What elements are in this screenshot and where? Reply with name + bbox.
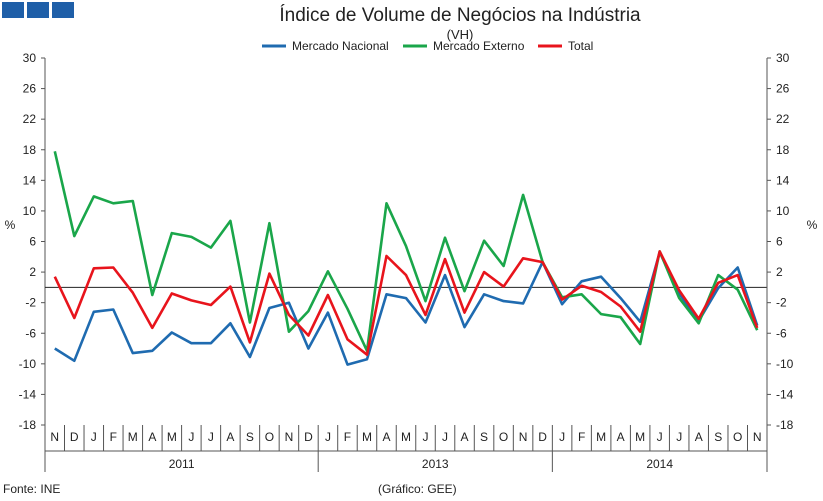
y-tick-label-left: 14 [23, 173, 37, 187]
x-tick-label: S [246, 430, 254, 444]
x-tick-label: M [167, 430, 177, 444]
x-tick-label: A [461, 430, 469, 444]
y-tick-label-right: 6 [776, 235, 783, 249]
legend: Mercado Nacional Mercado Externo Total [262, 39, 593, 53]
line-chart: Mercado Nacional Mercado Externo Total 30 2… [5, 39, 818, 472]
y-tick-label-left: 30 [23, 51, 37, 65]
x-tick-label: J [442, 430, 448, 444]
x-tick-label: S [480, 430, 488, 444]
y-axis-label-left: % [5, 218, 16, 232]
x-tick-label: D [304, 430, 313, 444]
x-tick-label: O [499, 430, 508, 444]
logo-box-1 [2, 2, 24, 18]
credit-note: (Gráfico: GEE) [378, 482, 457, 496]
x-tick-label: F [110, 430, 117, 444]
x-tick-label: J [325, 430, 331, 444]
y-axis-left: 30 26 22 18 14 10 6 2 -2 -6 -10 -14 -18 [19, 51, 767, 472]
x-tick-label: F [578, 430, 585, 444]
x-tick-label: M [635, 430, 645, 444]
x-tick-label: J [657, 430, 663, 444]
y-tick-label-right: 22 [776, 112, 790, 126]
y-tick-label-right: 26 [776, 82, 790, 96]
series-line-mercado-externo [53, 151, 759, 353]
y-tick-label-right: -18 [776, 418, 794, 432]
x-tick-label: N [753, 430, 762, 444]
x-tick-label: J [188, 430, 194, 444]
y-tick-label-right: 18 [776, 143, 790, 157]
x-tick-label: A [226, 430, 234, 444]
x-tick-label: M [596, 430, 606, 444]
y-tick-label-right: -10 [776, 357, 794, 371]
year-label: 2011 [169, 457, 195, 471]
series-lines [53, 151, 759, 366]
x-tick-label: M [128, 430, 138, 444]
x-tick-label: N [50, 430, 59, 444]
series-line-mercado-nacional [54, 250, 759, 366]
y-tick-label-right: -14 [776, 387, 794, 401]
y-tick-label-left: 2 [29, 265, 36, 279]
x-tick-label: D [70, 430, 79, 444]
x-tick-label: A [695, 430, 703, 444]
y-tick-label-left: 22 [23, 112, 37, 126]
y-tick-label-left: -14 [19, 387, 37, 401]
y-tick-label-left: -2 [25, 296, 36, 310]
x-tick-label: F [344, 430, 351, 444]
x-tick-label: A [382, 430, 390, 444]
y-tick-label-left: -6 [25, 326, 36, 340]
y-tick-label-right: -6 [776, 326, 787, 340]
x-tick-label: O [265, 430, 274, 444]
logo-box-3 [52, 2, 74, 18]
y-tick-label-right: 14 [776, 173, 790, 187]
series-line-total [53, 250, 759, 357]
y-axis-label-right: % [807, 218, 818, 232]
year-label: 2014 [646, 457, 673, 471]
y-tick-label-left: 26 [23, 82, 37, 96]
legend-label: Mercado Nacional [292, 39, 389, 53]
x-tick-label: J [91, 430, 97, 444]
x-tick-label: J [559, 430, 565, 444]
y-tick-label-left: -18 [19, 418, 37, 432]
y-tick-label-left: 18 [23, 143, 37, 157]
y-tick-label-left: 10 [23, 204, 37, 218]
y-tick-label-right: -2 [776, 296, 787, 310]
x-tick-label: M [362, 430, 372, 444]
x-tick-label: J [676, 430, 682, 444]
y-tick-label-left: 6 [29, 235, 36, 249]
x-tick-label: N [519, 430, 528, 444]
x-tick-label: M [401, 430, 411, 444]
x-tick-label: D [538, 430, 547, 444]
y-tick-label-left: -10 [19, 357, 37, 371]
x-tick-label: J [423, 430, 429, 444]
chart-title: Índice de Volume de Negócios na Indústri… [279, 5, 641, 26]
source-note: Fonte: INE [3, 482, 61, 496]
year-label: 2013 [422, 457, 449, 471]
x-tick-label: S [714, 430, 722, 444]
chart-subtitle: (VH) [446, 27, 474, 42]
legend-label: Mercado Externo [433, 39, 525, 53]
legend-label: Total [568, 39, 593, 53]
x-tick-label: N [285, 430, 294, 444]
x-tick-label: J [208, 430, 214, 444]
logo-box-2 [27, 2, 49, 18]
x-tick-label: A [617, 430, 625, 444]
y-tick-label-right: 10 [776, 204, 790, 218]
y-axis-right: 30 26 22 18 14 10 6 2 -2 -6 -10 -14 -18 [766, 51, 794, 472]
x-tick-label: A [148, 430, 156, 444]
x-tick-label: O [733, 430, 742, 444]
x-axis: N D J F M A M J J A S O N D J F M A M J J A S O N D J F M A M J J A S O N201… [44, 425, 768, 472]
y-tick-label-right: 2 [776, 265, 783, 279]
y-tick-label-right: 30 [776, 51, 790, 65]
